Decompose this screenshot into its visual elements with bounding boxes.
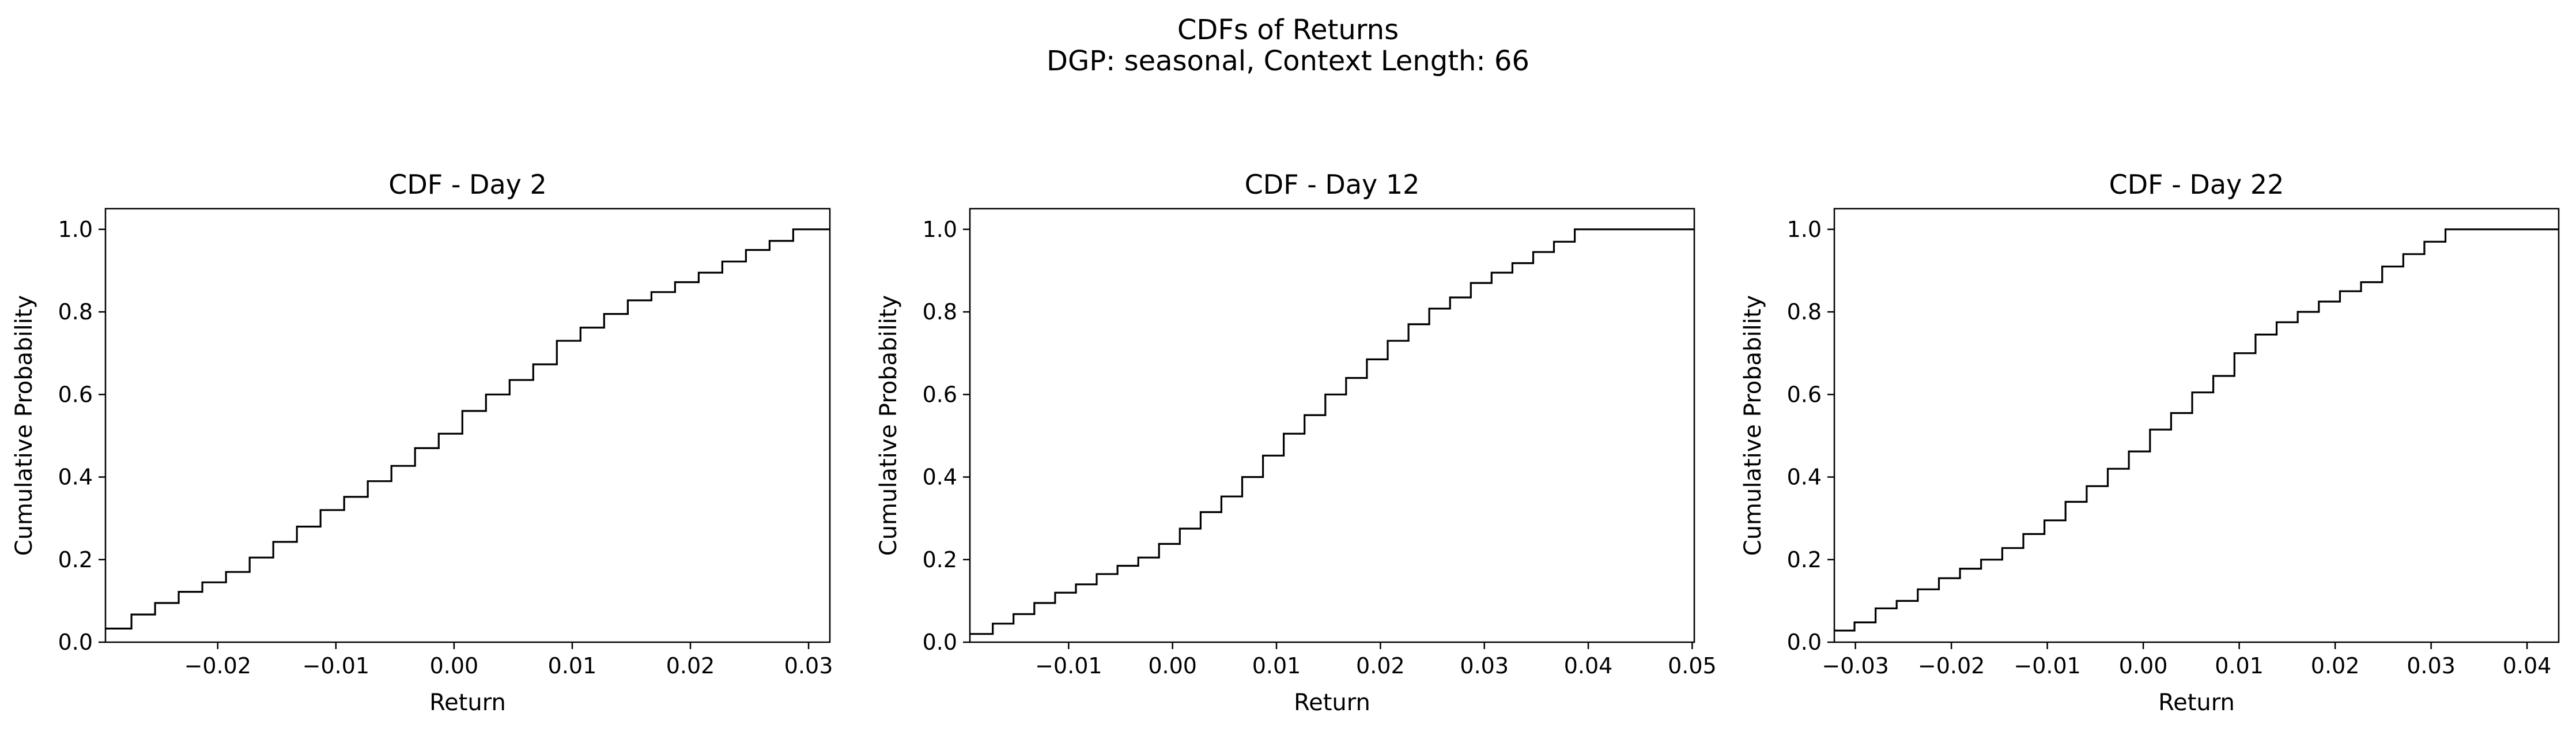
plot-frame (104, 208, 831, 643)
x-tick-label: 0.03 (2407, 653, 2456, 679)
x-tick-label: 0.02 (1356, 653, 1405, 679)
chart-title: CDF - Day 22 (2109, 169, 2284, 200)
y-tick-label: 0.8 (1787, 299, 1822, 325)
y-tick-label: 0.4 (923, 465, 957, 490)
x-tick-label: −0.01 (303, 653, 369, 679)
chart-title: CDF - Day 2 (388, 169, 547, 200)
y-axis-label: Cumulative Probability (1740, 295, 1766, 556)
x-tick-label: 0.01 (548, 653, 597, 679)
y-tick-label: 0.8 (58, 299, 93, 325)
x-tick-label: 0.00 (2119, 653, 2168, 679)
x-tick-label: 0.04 (1564, 653, 1613, 679)
y-tick-label: 0.2 (58, 547, 93, 572)
chart-panel-2: −0.01 0.00 0.01 0.02 0.03 0.04 0.05 0.0 0.2 0.4 0.… (875, 169, 1717, 716)
x-tick-label: 0.01 (1252, 653, 1301, 679)
y-tick-label: 0.4 (1787, 465, 1822, 490)
cdf-step-line (970, 228, 1694, 635)
x-tick-label: −0.01 (2014, 653, 2080, 679)
chart-title: CDF - Day 12 (1245, 169, 1420, 200)
y-tick-label: 0.6 (1787, 382, 1822, 407)
plot-frame (969, 208, 1695, 643)
y-tick-label: 1.0 (1787, 217, 1822, 242)
x-tick-label: −0.02 (184, 653, 251, 679)
cdf-step-line (105, 228, 830, 630)
x-tick-label: −0.02 (1918, 653, 1985, 679)
plot-frame (1833, 208, 2560, 643)
x-axis-label: Return (429, 689, 506, 716)
x-tick-label: 0.04 (2503, 653, 2552, 679)
y-tick-label: 0.0 (1787, 630, 1822, 655)
x-tick-label: 0.00 (430, 653, 479, 679)
figure-title-line1: CDFs of Returns (1177, 14, 1399, 46)
y-tick-label: 1.0 (923, 217, 957, 242)
y-tick-label: 0.0 (58, 630, 93, 655)
y-tick-label: 1.0 (58, 217, 93, 242)
x-tick-label: −0.03 (1822, 653, 1888, 679)
y-tick-label: 0.2 (923, 547, 957, 572)
cdf-step-line (1834, 228, 2559, 632)
y-tick-label: 0.8 (923, 299, 957, 325)
x-axis-label: Return (2158, 689, 2235, 716)
y-tick-label: 0.4 (58, 465, 93, 490)
y-axis-label: Cumulative Probability (11, 295, 37, 556)
chart-panel-3: −0.03 −0.02 −0.01 0.00 0.01 0.02 0.03 0.04 0.0 0.… (1740, 169, 2560, 716)
y-tick-label: 0.6 (58, 382, 93, 407)
x-tick-label: 0.02 (2311, 653, 2360, 679)
chart-panel-1: −0.02 −0.01 0.00 0.01 0.02 0.03 0.0 0.2 0.4 0.6 0.… (11, 169, 833, 716)
x-tick-label: 0.03 (784, 653, 833, 679)
y-tick-label: 0.6 (923, 382, 957, 407)
x-tick-label: 0.03 (1460, 653, 1509, 679)
x-tick-label: 0.02 (666, 653, 715, 679)
y-tick-label: 0.2 (1787, 547, 1822, 572)
y-tick-label: 0.0 (923, 630, 957, 655)
x-tick-label: 0.01 (2215, 653, 2264, 679)
x-axis-label: Return (1294, 689, 1370, 716)
x-tick-label: 0.00 (1148, 653, 1197, 679)
x-tick-label: −0.01 (1035, 653, 1102, 679)
x-tick-label: 0.05 (1668, 653, 1717, 679)
y-axis-label: Cumulative Probability (875, 295, 902, 556)
figure-title-line2: DGP: seasonal, Context Length: 66 (1047, 45, 1529, 77)
